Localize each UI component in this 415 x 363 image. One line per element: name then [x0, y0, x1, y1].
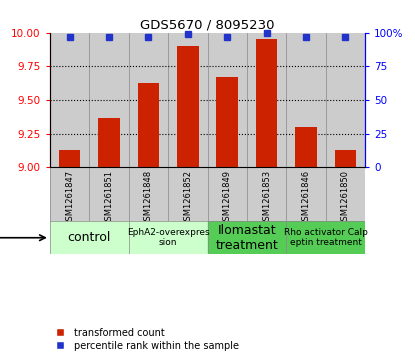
Text: GSM1261848: GSM1261848: [144, 170, 153, 226]
Legend: transformed count, percentile rank within the sample: transformed count, percentile rank withi…: [46, 324, 242, 355]
Bar: [208, 33, 247, 167]
Bar: [326, 33, 365, 167]
Bar: [168, 167, 208, 221]
Text: GSM1261850: GSM1261850: [341, 170, 350, 226]
Bar: [286, 33, 326, 167]
Bar: [129, 221, 208, 254]
Bar: [129, 33, 168, 167]
Text: GSM1261846: GSM1261846: [302, 170, 310, 226]
Text: GSM1261851: GSM1261851: [105, 170, 113, 226]
Text: GSM1261852: GSM1261852: [183, 170, 192, 226]
Bar: [137, 82, 159, 167]
Bar: [256, 40, 278, 167]
Bar: [177, 46, 199, 167]
Bar: [98, 118, 120, 167]
Bar: [295, 127, 317, 167]
Text: GSM1261847: GSM1261847: [65, 170, 74, 226]
Bar: [129, 167, 168, 221]
Bar: [89, 33, 129, 167]
Text: control: control: [68, 231, 111, 244]
Title: GDS5670 / 8095230: GDS5670 / 8095230: [140, 19, 275, 32]
Bar: [208, 167, 247, 221]
Bar: [286, 221, 365, 254]
Bar: [50, 221, 129, 254]
Bar: [89, 167, 129, 221]
Bar: [326, 167, 365, 221]
Text: Ilomastat
treatment: Ilomastat treatment: [215, 224, 278, 252]
Bar: [334, 150, 356, 167]
Text: Rho activator Calp
eptin treatment: Rho activator Calp eptin treatment: [284, 228, 368, 248]
Bar: [59, 150, 81, 167]
Bar: [50, 167, 89, 221]
Bar: [50, 33, 89, 167]
Bar: [216, 77, 238, 167]
Bar: [247, 167, 286, 221]
Bar: [168, 33, 208, 167]
Text: GSM1261853: GSM1261853: [262, 170, 271, 226]
Text: EphA2-overexpres
sion: EphA2-overexpres sion: [127, 228, 210, 248]
Bar: [208, 221, 286, 254]
Bar: [247, 33, 286, 167]
Text: GSM1261849: GSM1261849: [223, 170, 232, 226]
Bar: [286, 167, 326, 221]
